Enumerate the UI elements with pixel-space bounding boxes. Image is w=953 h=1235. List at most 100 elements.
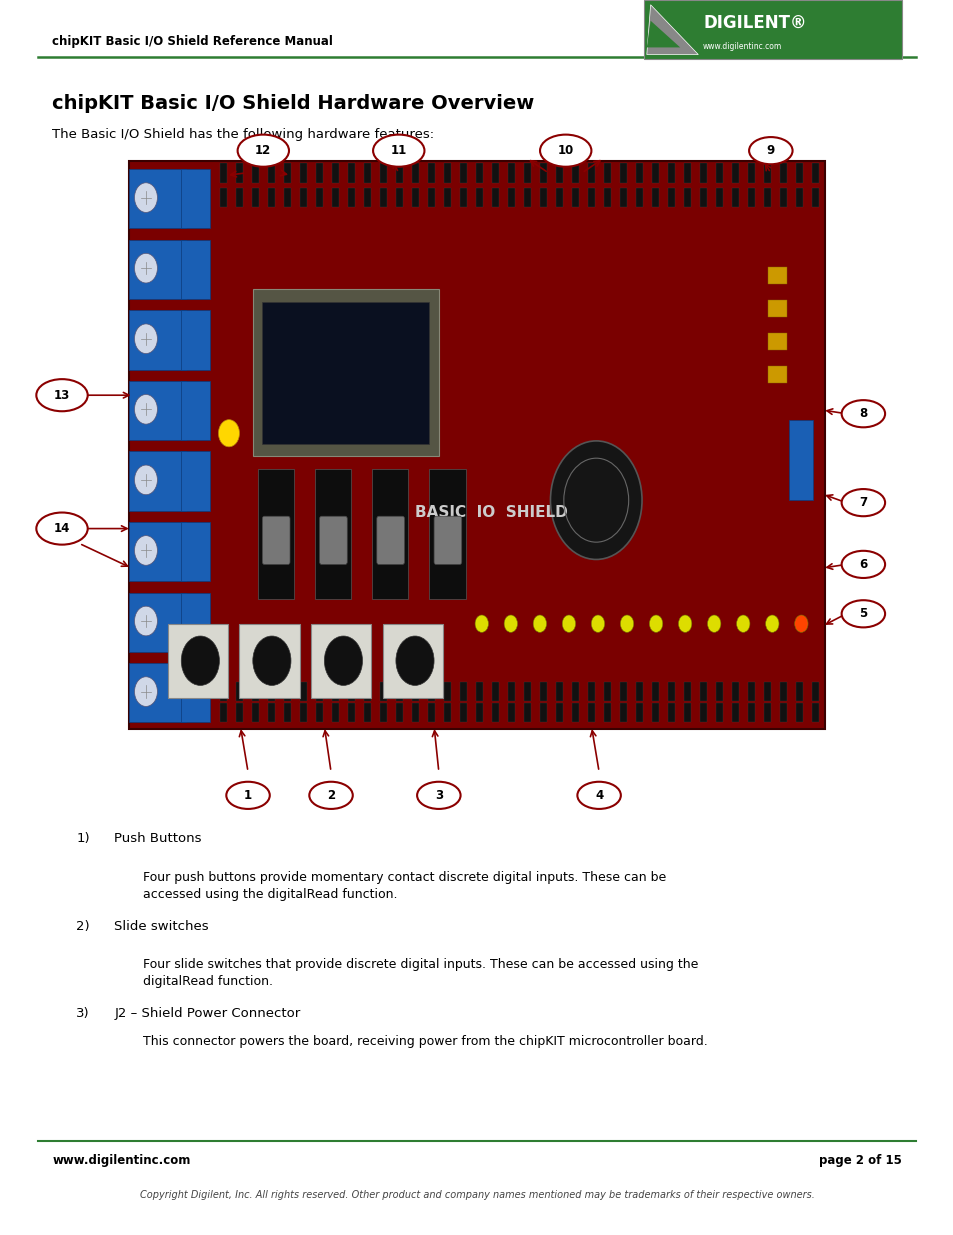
- FancyBboxPatch shape: [715, 703, 721, 722]
- FancyBboxPatch shape: [747, 703, 754, 722]
- FancyBboxPatch shape: [587, 703, 594, 722]
- FancyBboxPatch shape: [129, 161, 824, 729]
- FancyBboxPatch shape: [412, 703, 418, 722]
- FancyBboxPatch shape: [667, 682, 674, 701]
- FancyBboxPatch shape: [284, 682, 291, 701]
- FancyBboxPatch shape: [395, 188, 402, 207]
- FancyBboxPatch shape: [636, 163, 642, 183]
- FancyBboxPatch shape: [683, 703, 690, 722]
- FancyBboxPatch shape: [572, 682, 578, 701]
- Text: 3): 3): [76, 1007, 90, 1020]
- FancyBboxPatch shape: [587, 188, 594, 207]
- FancyBboxPatch shape: [316, 682, 323, 701]
- FancyBboxPatch shape: [253, 163, 259, 183]
- Circle shape: [134, 183, 157, 212]
- FancyBboxPatch shape: [300, 703, 307, 722]
- FancyBboxPatch shape: [428, 682, 435, 701]
- FancyBboxPatch shape: [643, 0, 901, 59]
- FancyBboxPatch shape: [220, 703, 227, 722]
- FancyBboxPatch shape: [168, 624, 228, 698]
- FancyBboxPatch shape: [332, 703, 338, 722]
- FancyBboxPatch shape: [444, 682, 451, 701]
- FancyBboxPatch shape: [651, 163, 658, 183]
- FancyBboxPatch shape: [376, 516, 404, 564]
- FancyBboxPatch shape: [300, 188, 307, 207]
- Text: 1: 1: [244, 789, 252, 802]
- Circle shape: [533, 615, 546, 632]
- FancyBboxPatch shape: [181, 169, 210, 228]
- Circle shape: [134, 536, 157, 566]
- FancyBboxPatch shape: [476, 682, 482, 701]
- Text: J2 – Shield Power Connector: J2 – Shield Power Connector: [114, 1007, 300, 1020]
- Text: DIGILENT®: DIGILENT®: [702, 14, 805, 32]
- FancyBboxPatch shape: [731, 682, 738, 701]
- FancyBboxPatch shape: [700, 163, 706, 183]
- FancyBboxPatch shape: [459, 703, 466, 722]
- FancyBboxPatch shape: [587, 163, 594, 183]
- Ellipse shape: [309, 782, 353, 809]
- FancyBboxPatch shape: [492, 188, 498, 207]
- FancyBboxPatch shape: [284, 163, 291, 183]
- Ellipse shape: [841, 489, 884, 516]
- Ellipse shape: [373, 135, 424, 167]
- FancyBboxPatch shape: [619, 163, 626, 183]
- FancyBboxPatch shape: [364, 163, 371, 183]
- FancyBboxPatch shape: [268, 703, 274, 722]
- FancyBboxPatch shape: [459, 682, 466, 701]
- FancyBboxPatch shape: [683, 163, 690, 183]
- FancyBboxPatch shape: [763, 163, 770, 183]
- Circle shape: [794, 615, 807, 632]
- FancyBboxPatch shape: [372, 469, 408, 599]
- FancyBboxPatch shape: [508, 682, 515, 701]
- Text: chipKIT Basic I/O Shield Reference Manual: chipKIT Basic I/O Shield Reference Manua…: [52, 35, 333, 48]
- FancyBboxPatch shape: [314, 469, 351, 599]
- FancyBboxPatch shape: [316, 703, 323, 722]
- FancyBboxPatch shape: [220, 682, 227, 701]
- FancyBboxPatch shape: [763, 703, 770, 722]
- FancyBboxPatch shape: [603, 682, 610, 701]
- Text: 5: 5: [859, 608, 866, 620]
- FancyBboxPatch shape: [556, 703, 562, 722]
- FancyBboxPatch shape: [412, 163, 418, 183]
- FancyBboxPatch shape: [364, 188, 371, 207]
- FancyBboxPatch shape: [181, 522, 210, 582]
- Text: 9: 9: [766, 144, 774, 157]
- FancyBboxPatch shape: [667, 188, 674, 207]
- FancyBboxPatch shape: [539, 682, 546, 701]
- FancyBboxPatch shape: [459, 188, 466, 207]
- FancyBboxPatch shape: [284, 703, 291, 722]
- FancyBboxPatch shape: [508, 163, 515, 183]
- Circle shape: [707, 615, 720, 632]
- Circle shape: [324, 636, 362, 685]
- FancyBboxPatch shape: [763, 188, 770, 207]
- Circle shape: [181, 636, 219, 685]
- FancyBboxPatch shape: [523, 682, 530, 701]
- Text: www.digilentinc.com: www.digilentinc.com: [52, 1155, 191, 1167]
- FancyBboxPatch shape: [779, 188, 785, 207]
- Text: Slide switches: Slide switches: [114, 920, 209, 934]
- FancyBboxPatch shape: [683, 188, 690, 207]
- Circle shape: [550, 441, 641, 559]
- FancyBboxPatch shape: [236, 703, 243, 722]
- Ellipse shape: [841, 551, 884, 578]
- FancyBboxPatch shape: [747, 188, 754, 207]
- FancyBboxPatch shape: [332, 682, 338, 701]
- FancyBboxPatch shape: [811, 682, 818, 701]
- FancyBboxPatch shape: [444, 703, 451, 722]
- FancyBboxPatch shape: [572, 703, 578, 722]
- Ellipse shape: [748, 137, 792, 164]
- Text: 10: 10: [557, 144, 574, 157]
- FancyBboxPatch shape: [262, 516, 290, 564]
- FancyBboxPatch shape: [651, 703, 658, 722]
- FancyBboxPatch shape: [492, 682, 498, 701]
- FancyBboxPatch shape: [268, 163, 274, 183]
- FancyBboxPatch shape: [523, 163, 530, 183]
- FancyBboxPatch shape: [129, 169, 186, 228]
- Circle shape: [649, 615, 662, 632]
- FancyBboxPatch shape: [715, 188, 721, 207]
- FancyBboxPatch shape: [129, 452, 186, 511]
- Text: page 2 of 15: page 2 of 15: [818, 1155, 901, 1167]
- FancyBboxPatch shape: [444, 163, 451, 183]
- FancyBboxPatch shape: [253, 682, 259, 701]
- Text: Push Buttons: Push Buttons: [114, 832, 202, 846]
